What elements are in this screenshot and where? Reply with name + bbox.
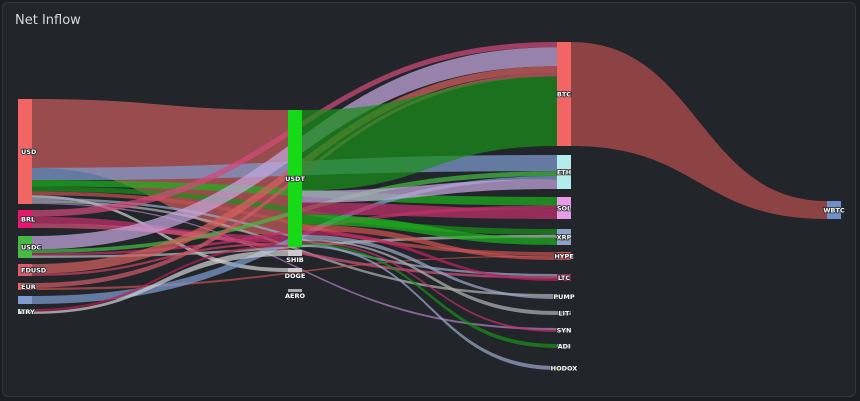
node-btc[interactable] [557, 42, 571, 146]
node-label-pump: PUMP [553, 293, 575, 301]
node-label-hodox: HODOX [551, 365, 578, 373]
link-USD-SYN[interactable] [32, 202, 557, 330]
link-TRY-SHIB[interactable] [32, 250, 288, 314]
node-label-shib: SHIB [286, 256, 304, 264]
node-lit[interactable] [557, 311, 571, 315]
node-label-aero: AERO [285, 292, 305, 300]
node-shib[interactable] [288, 250, 302, 256]
node-label-adi: ADI [558, 343, 571, 351]
node-eur[interactable] [18, 283, 32, 290]
node-usdc[interactable] [18, 236, 32, 258]
node-xrp[interactable] [557, 229, 571, 245]
node-fdusd[interactable] [18, 264, 32, 276]
link-USDT-BTC[interactable] [302, 76, 557, 191]
node-ltc[interactable] [557, 274, 571, 281]
node-label-usd: USD [21, 148, 37, 156]
node-label-fdusd: FDUSD [21, 267, 47, 275]
link-BTC-WBTC[interactable] [571, 42, 827, 219]
node-sol[interactable] [557, 197, 571, 219]
link-USDT-XRP[interactable] [302, 214, 557, 245]
node-hype[interactable] [557, 252, 571, 260]
link-USDT-PUMP[interactable] [302, 234, 557, 299]
link-TRY-USDT[interactable] [32, 244, 288, 312]
node-label-btc: BTC [557, 91, 571, 99]
link-USD-PUMP[interactable] [32, 200, 557, 297]
link-USDT-LIT[interactable] [302, 238, 557, 315]
link-EUR-HYPE[interactable] [32, 255, 557, 290]
link-USDT-SYN[interactable] [302, 240, 557, 332]
links-group [32, 42, 827, 370]
link-USDT-ADI[interactable] [302, 242, 557, 348]
link-USDT-LTC[interactable] [302, 230, 557, 281]
node-label-doge: DOGE [285, 272, 306, 280]
node-label-brl: BRL [21, 216, 35, 224]
node-unlabeled[interactable] [18, 296, 32, 304]
node-label-usdc: USDC [21, 244, 41, 252]
node-label-lit: LIT [559, 310, 571, 318]
node-try[interactable] [18, 309, 32, 314]
node-label-eur: EUR [21, 283, 36, 291]
chart-title: Net Inflow [15, 13, 81, 28]
node-usd[interactable] [18, 99, 32, 204]
node-label-eth: ETH [557, 169, 571, 177]
node-aero[interactable] [288, 289, 302, 292]
node-hodox[interactable] [557, 366, 571, 370]
node-doge[interactable] [288, 268, 302, 272]
link-FDUSD-USDT[interactable] [32, 242, 288, 276]
node-pump[interactable] [557, 294, 571, 299]
node-adi[interactable] [557, 344, 571, 348]
node-label-xrp: XRP [557, 234, 572, 242]
link-USDT-SOL[interactable] [302, 202, 557, 219]
node-brl[interactable] [18, 210, 32, 228]
node-label-sol: SOL [557, 205, 571, 213]
node-label-usdt: USDT [285, 175, 305, 183]
labels-group: USD BRL USDC FDUSD EUR TRY USDT SHIB DOGE AERO BTC… [20, 90, 845, 374]
node-eth[interactable] [557, 155, 571, 189]
nodes-group [18, 42, 841, 370]
node-label-wbtc: WBTC [823, 207, 845, 215]
node-label-try: TRY [21, 308, 35, 316]
link-USDT-HYPE[interactable] [302, 224, 557, 260]
node-wbtc[interactable] [827, 201, 841, 219]
node-label-syn: SYN [557, 327, 572, 335]
link-USD-DOGE[interactable] [32, 195, 288, 272]
node-syn[interactable] [557, 328, 571, 332]
link-USDT-HODOX[interactable] [302, 244, 557, 370]
node-label-ltc: LTC [558, 274, 570, 282]
node-label-hype: HYPE [554, 253, 573, 261]
link-USDT-ETH[interactable] [302, 179, 557, 203]
node-usdt[interactable] [288, 110, 302, 247]
